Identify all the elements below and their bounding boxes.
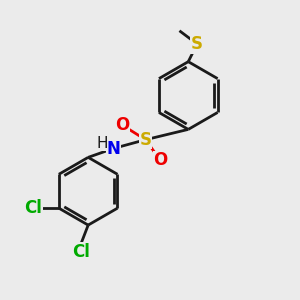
Text: H: H xyxy=(96,136,108,151)
Text: O: O xyxy=(153,151,167,169)
Text: N: N xyxy=(106,140,120,158)
Text: Cl: Cl xyxy=(24,199,42,217)
Text: O: O xyxy=(115,116,129,134)
Text: S: S xyxy=(140,131,152,149)
Text: Cl: Cl xyxy=(72,243,90,261)
Text: S: S xyxy=(191,35,203,53)
